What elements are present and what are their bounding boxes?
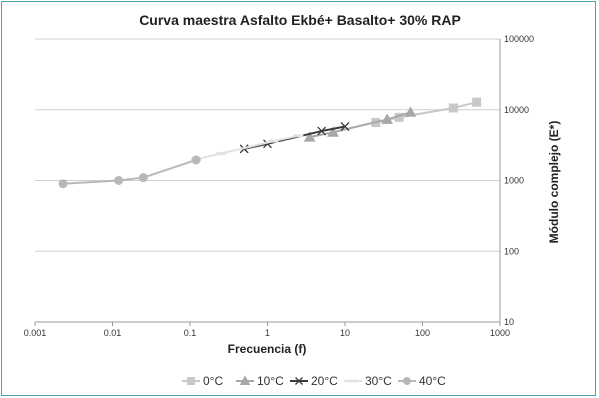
series-0-point-3 — [472, 97, 482, 107]
legend-label-4: 40°C — [419, 374, 446, 388]
series-2-point-3 — [340, 122, 350, 131]
series-4-point-2 — [138, 173, 148, 183]
legend-marker-0 — [187, 377, 195, 385]
x-axis-label: Frecuencia (f) — [228, 342, 307, 356]
x-tick-label-5: 100 — [415, 328, 430, 338]
series-2-point-2-stroke-b — [317, 126, 327, 136]
series-1-point-0 — [303, 131, 316, 142]
series-3-point-2 — [268, 139, 279, 143]
x-tick-label-6: 1000 — [490, 328, 510, 338]
legend-marker-4 — [403, 377, 411, 385]
series-line-0 — [375, 101, 477, 124]
x-tick-label-0: 0.001 — [24, 328, 47, 338]
series-1-point-1 — [327, 126, 339, 137]
y-tick-label-3: 10000 — [504, 105, 529, 115]
series-0-point-2 — [448, 103, 458, 113]
chart-title: Curva maestra Asfalto Ekbé+ Basalto+ 30%… — [139, 12, 461, 28]
series-line-1 — [309, 111, 411, 139]
legend-marker-3 — [348, 379, 358, 383]
legend-label-3: 30°C — [365, 374, 392, 388]
x-tick-label-4: 10 — [340, 328, 350, 338]
x-tick-label-3: 1 — [265, 328, 270, 338]
legend-label-0: 0°C — [203, 374, 223, 388]
series-4-point-3 — [191, 155, 201, 165]
legend-item-0: 0°C — [182, 374, 223, 388]
series-2-point-3-stroke-b — [340, 122, 350, 131]
x-tick-label-2: 0.1 — [184, 328, 197, 338]
y-tick-label-2: 1000 — [504, 176, 524, 186]
legend-marker-2 — [295, 377, 303, 385]
series-1-point-2 — [381, 113, 394, 124]
series-1-point-3 — [404, 106, 417, 117]
legend-item-2: 20°C — [290, 374, 338, 388]
y-tick-label-4: 100000 — [504, 34, 534, 44]
legend-marker-1 — [239, 375, 251, 385]
y-axis-label: Módulo complejo (E*) — [547, 121, 561, 244]
tick-labels: 10 100 1000 10000 100000 0.001 0.01 0.1 1 10 100 10… — [24, 34, 534, 338]
legend-label-2: 20°C — [311, 374, 338, 388]
series-3-point-1 — [215, 152, 226, 156]
series-4 — [58, 155, 201, 189]
axes — [34, 39, 501, 326]
legend-marker-2-stroke-b — [295, 377, 303, 385]
series-4-point-0 — [58, 179, 68, 189]
series-2-point-2 — [317, 126, 327, 136]
legend-item-1: 10°C — [236, 374, 284, 388]
y-tick-label-1: 100 — [504, 246, 519, 256]
legend-label-1: 10°C — [257, 374, 284, 388]
legend: 0°C 10°C 20°C 30°C 40°C — [182, 374, 446, 388]
series-line-3 — [195, 134, 299, 161]
series-3-point-3 — [293, 134, 304, 138]
series-layer — [58, 97, 482, 189]
legend-item-4: 40°C — [398, 374, 446, 388]
series-4-point-1 — [114, 176, 124, 185]
series-line-4 — [62, 159, 197, 185]
x-tick-label-1: 0.01 — [104, 328, 122, 338]
series-3 — [191, 134, 304, 161]
legend-item-3: 30°C — [344, 374, 392, 388]
series-1 — [303, 106, 417, 142]
y-tick-label-0: 10 — [504, 317, 514, 327]
